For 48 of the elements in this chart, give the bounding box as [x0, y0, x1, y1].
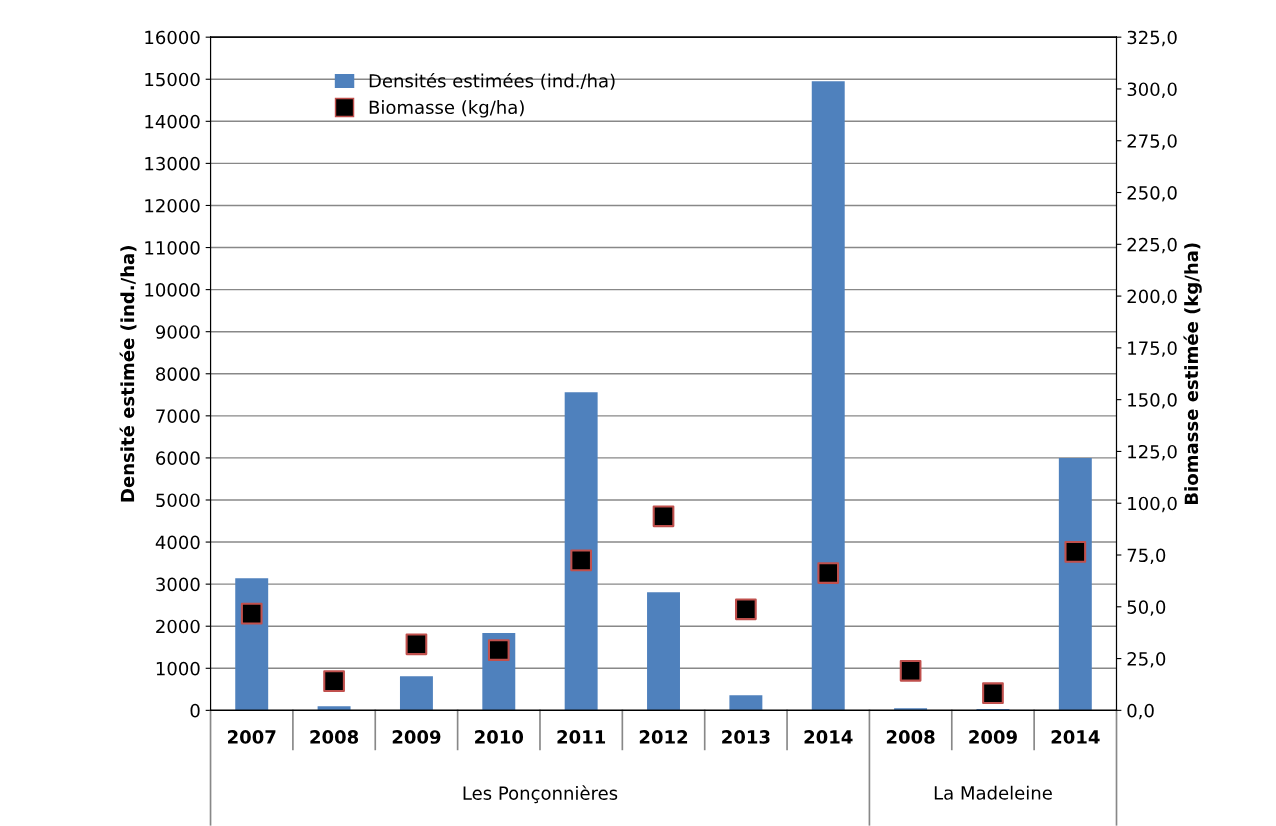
y2-tick-label: 250,0 — [1127, 185, 1177, 202]
y-tick-label: 14000 — [145, 114, 200, 129]
y2-tick-label: 100,0 — [1128, 496, 1177, 513]
y2-tick-label: 275,0 — [1127, 134, 1177, 150]
y-tick-label: 11000 — [145, 241, 200, 255]
legend-label: Biomasse (kg/ha) — [369, 100, 524, 118]
y2-tick-label: 0,0 — [1127, 703, 1154, 720]
y-tick-label: 7000 — [156, 409, 200, 423]
x-tick-label: 2014 — [804, 730, 853, 744]
x-tick-label: 2009 — [392, 730, 441, 744]
y2-tick-label: 325,0 — [1127, 30, 1177, 47]
y-tick-label: 3000 — [156, 577, 200, 592]
y-tick-label: 10000 — [145, 283, 200, 297]
y2-tick-label: 200,0 — [1127, 289, 1177, 306]
y-tick-label: 8000 — [156, 367, 200, 381]
y2-tick-label: 25,0 — [1127, 652, 1166, 668]
y-tick-label: 13000 — [145, 156, 200, 171]
x-tick-label: 2008 — [886, 730, 935, 744]
y-axis-title: Densité estimée (ind./ha) — [119, 246, 137, 502]
y-tick-label: 9000 — [156, 325, 200, 339]
x-tick-label: 2007 — [228, 730, 276, 744]
x-tick-label: 2010 — [475, 730, 524, 744]
y-tick-label: 15000 — [145, 72, 200, 87]
y2-tick-label: 225,0 — [1127, 237, 1177, 254]
y2-tick-label: 150,0 — [1128, 393, 1177, 409]
x-tick-label: 2009 — [969, 730, 1017, 744]
y-tick-label: 2000 — [156, 619, 200, 634]
y-tick-label: 0 — [190, 703, 200, 718]
y2-tick-label: 75,0 — [1127, 548, 1166, 564]
y-tick-label: 6000 — [156, 451, 200, 466]
x-tick-label: 2011 — [557, 730, 606, 744]
x-tick-label: 2014 — [1051, 730, 1100, 744]
y-tick-label: 4000 — [155, 535, 200, 550]
y-tick-label: 12000 — [145, 198, 200, 213]
y2-tick-label: 175,0 — [1128, 341, 1177, 357]
y2-tick-label: 50,0 — [1127, 600, 1166, 616]
x-tick-label: 2008 — [310, 730, 359, 744]
x-tick-label: 2013 — [722, 730, 770, 744]
y-tick-label: 5000 — [156, 493, 200, 508]
y2-tick-label: 125,0 — [1128, 444, 1177, 461]
text: La Madeleine — [934, 785, 1052, 800]
x-tick-label: 2012 — [639, 730, 688, 744]
y2-tick-label: 300,0 — [1127, 82, 1177, 98]
y2-axis-title: Biomasse estimée (kg/ha) — [1183, 243, 1202, 505]
legend-label: Densités estimées (ind./ha) — [369, 72, 615, 90]
text: Les Ponçonnières — [463, 785, 618, 804]
y-tick-label: 1000 — [156, 661, 200, 676]
y-tick-label: 16000 — [145, 30, 200, 45]
